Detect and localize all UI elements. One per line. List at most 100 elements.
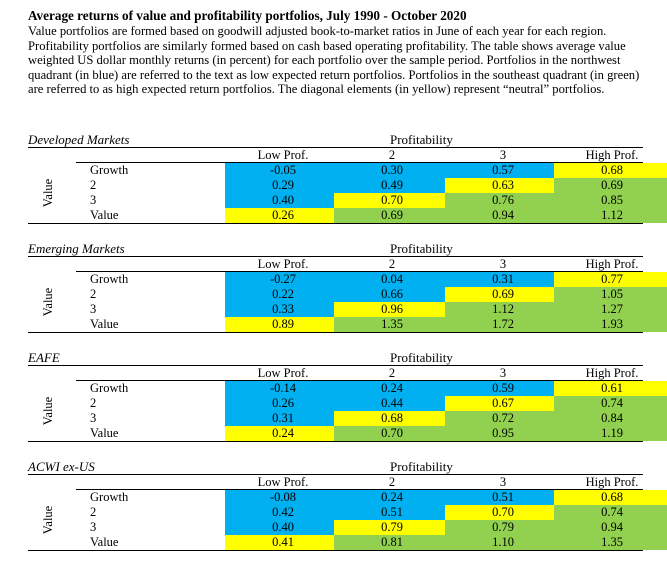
table-row: Value 0.41 0.81 1.10 1.35 [28, 535, 667, 550]
document-caption: Value portfolios are formed based on goo… [28, 24, 640, 97]
column-header: 3 [499, 257, 507, 271]
return-cell: 0.96 [334, 302, 450, 317]
row-label: 2 [90, 287, 97, 301]
return-cell: 0.26 [225, 396, 341, 411]
row-label: 3 [90, 411, 97, 425]
return-cell: 0.69 [445, 287, 561, 302]
top-rule [28, 474, 643, 475]
profitability-group-label: Profitability [390, 241, 453, 256]
table-row: 3 0.40 0.79 0.79 0.94 [28, 520, 667, 535]
panel-2: EAFE Profitability Low Prof. 2 3 High Prof. Gr… [28, 350, 667, 460]
column-header: 3 [499, 475, 507, 489]
table-row: 3 0.33 0.96 1.12 1.27 [28, 302, 667, 317]
return-cell: 0.79 [445, 520, 561, 535]
return-cell: 0.74 [554, 505, 667, 520]
table-row: 2 0.29 0.49 0.63 0.69 [28, 178, 667, 193]
return-cell: 0.24 [225, 426, 341, 441]
return-cell: 0.76 [445, 193, 561, 208]
return-cell: 0.40 [225, 193, 341, 208]
top-rule [28, 147, 643, 148]
return-cell: 0.72 [445, 411, 561, 426]
header-rule [76, 162, 643, 163]
row-label: Growth [90, 272, 129, 286]
table-row: Growth -0.27 0.04 0.31 0.77 [28, 272, 667, 287]
table-header: Average returns of value and profitabili… [28, 8, 643, 97]
top-rule [28, 256, 643, 257]
return-cell: 0.70 [445, 505, 561, 520]
value-group-label: Value [41, 178, 55, 208]
return-cell: 1.93 [554, 317, 667, 332]
profitability-group-label: Profitability [390, 350, 453, 365]
return-cell: 1.19 [554, 426, 667, 441]
return-cell: 1.10 [445, 535, 561, 550]
column-header: 2 [388, 475, 396, 489]
return-cell: 0.77 [554, 272, 667, 287]
column-header: High Prof. [585, 148, 639, 162]
column-header: High Prof. [585, 475, 639, 489]
return-cell: 0.40 [225, 520, 341, 535]
row-label: 3 [90, 193, 97, 207]
column-header: 3 [499, 148, 507, 162]
return-cell: 0.24 [334, 490, 450, 505]
return-cell: 0.26 [225, 208, 341, 223]
column-header-row: Low Prof. 2 3 High Prof. [28, 475, 643, 489]
table-row: Value 0.89 1.35 1.72 1.93 [28, 317, 667, 332]
value-group-label: Value [41, 505, 55, 535]
return-cell: 0.85 [554, 193, 667, 208]
header-rule [76, 380, 643, 381]
table-row: 2 0.22 0.66 0.69 1.05 [28, 287, 667, 302]
return-cell: 0.94 [445, 208, 561, 223]
table-row: 2 0.42 0.51 0.70 0.74 [28, 505, 667, 520]
column-header: 3 [499, 366, 507, 380]
column-header: Low Prof. [257, 148, 309, 162]
table-row: Growth -0.14 0.24 0.59 0.61 [28, 381, 667, 396]
return-cell: 0.44 [334, 396, 450, 411]
return-cell: 0.69 [554, 178, 667, 193]
return-cell: 0.33 [225, 302, 341, 317]
column-header: High Prof. [585, 366, 639, 380]
panel-3: ACWI ex-US Profitability Low Prof. 2 3 High P… [28, 459, 667, 569]
return-cell: 0.66 [334, 287, 450, 302]
return-cell: 0.51 [334, 505, 450, 520]
return-cell: -0.05 [225, 163, 341, 178]
panel-0: Developed Markets Profitability Low Prof. 2… [28, 132, 667, 242]
row-label: 2 [90, 505, 97, 519]
return-cell: 0.61 [554, 381, 667, 396]
panel-title: EAFE [28, 350, 60, 365]
panel-1: Emerging Markets Profitability Low Prof. 2 3… [28, 241, 667, 351]
return-cell: 0.41 [225, 535, 341, 550]
panel-title: ACWI ex-US [28, 459, 95, 474]
return-cell: 0.84 [554, 411, 667, 426]
document-title: Average returns of value and profitabili… [28, 8, 467, 23]
return-cell: 1.05 [554, 287, 667, 302]
table-row: Growth -0.05 0.30 0.57 0.68 [28, 163, 667, 178]
return-cell: 0.94 [554, 520, 667, 535]
return-cell: 1.35 [554, 535, 667, 550]
value-group-label: Value [41, 287, 55, 317]
column-header-row: Low Prof. 2 3 High Prof. [28, 366, 643, 380]
table-row: 3 0.40 0.70 0.76 0.85 [28, 193, 667, 208]
return-cell: 0.70 [334, 193, 450, 208]
return-cell: 0.95 [445, 426, 561, 441]
header-rule [76, 489, 643, 490]
panel-title: Developed Markets [28, 132, 130, 147]
bottom-rule [28, 223, 643, 224]
column-header: Low Prof. [257, 366, 309, 380]
return-cell: 0.31 [445, 272, 561, 287]
return-cell: 0.29 [225, 178, 341, 193]
return-cell: 1.27 [554, 302, 667, 317]
bottom-rule [28, 441, 643, 442]
row-label: Value [90, 208, 119, 222]
return-cell: 1.12 [554, 208, 667, 223]
return-cell: 0.22 [225, 287, 341, 302]
column-header-row: Low Prof. 2 3 High Prof. [28, 148, 643, 162]
panel-title: Emerging Markets [28, 241, 125, 256]
column-header: 2 [388, 148, 396, 162]
row-label: Value [90, 317, 119, 331]
return-cell: 0.51 [445, 490, 561, 505]
return-cell: 0.68 [554, 490, 667, 505]
return-cell: 0.68 [554, 163, 667, 178]
return-cell: 0.42 [225, 505, 341, 520]
return-cell: 0.04 [334, 272, 450, 287]
return-cell: 0.70 [334, 426, 450, 441]
